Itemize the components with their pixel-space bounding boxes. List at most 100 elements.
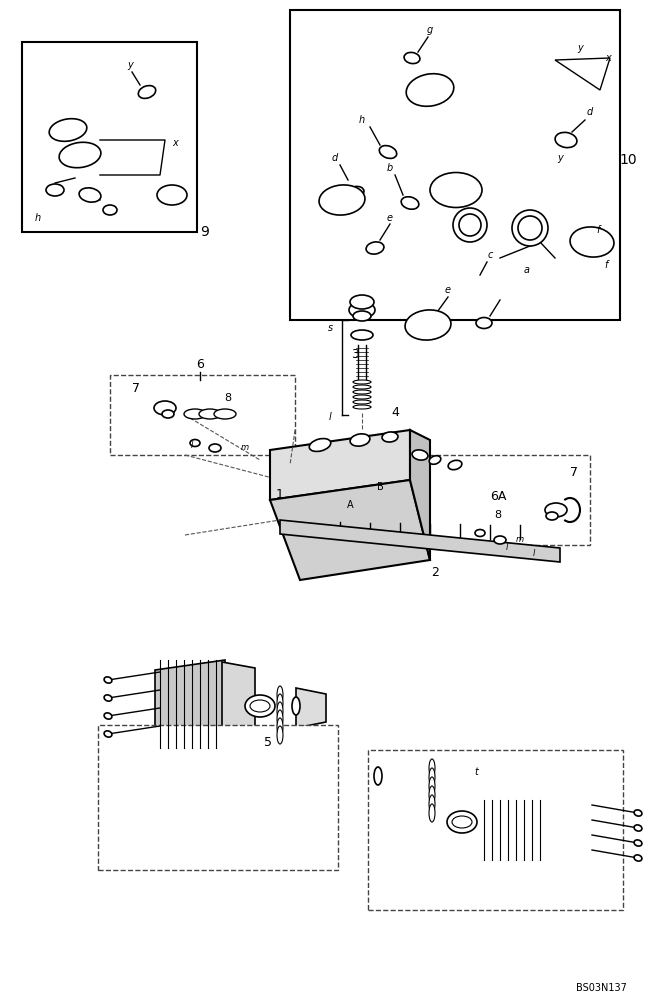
Text: f: f — [605, 260, 608, 270]
Ellipse shape — [570, 227, 614, 257]
Ellipse shape — [634, 825, 642, 831]
Ellipse shape — [49, 119, 87, 141]
Text: h: h — [359, 115, 365, 125]
Ellipse shape — [199, 409, 221, 419]
Text: 7: 7 — [132, 381, 140, 394]
Text: 5: 5 — [264, 736, 272, 748]
Polygon shape — [558, 794, 592, 868]
Ellipse shape — [104, 677, 112, 683]
Ellipse shape — [319, 185, 365, 215]
Ellipse shape — [214, 409, 236, 419]
Ellipse shape — [350, 434, 370, 446]
Text: 6: 6 — [196, 359, 204, 371]
Bar — [22, 42, 197, 232]
Ellipse shape — [353, 390, 371, 394]
Ellipse shape — [382, 432, 398, 442]
Polygon shape — [378, 758, 415, 800]
Text: b: b — [387, 163, 393, 173]
Ellipse shape — [546, 512, 558, 520]
Ellipse shape — [634, 840, 642, 846]
Polygon shape — [410, 430, 430, 560]
Ellipse shape — [406, 74, 454, 106]
Polygon shape — [270, 480, 430, 580]
Ellipse shape — [412, 450, 428, 460]
Ellipse shape — [184, 409, 206, 419]
Bar — [368, 750, 623, 910]
Ellipse shape — [138, 86, 156, 98]
Ellipse shape — [429, 759, 435, 777]
Ellipse shape — [453, 208, 487, 242]
Ellipse shape — [366, 242, 384, 254]
Ellipse shape — [292, 697, 300, 715]
Ellipse shape — [518, 216, 542, 240]
Ellipse shape — [429, 768, 435, 786]
Ellipse shape — [494, 536, 506, 544]
Ellipse shape — [277, 686, 283, 704]
Text: 10: 10 — [619, 153, 637, 167]
Text: l: l — [533, 548, 535, 558]
Ellipse shape — [104, 731, 112, 737]
Ellipse shape — [353, 400, 371, 404]
Text: 9: 9 — [201, 225, 209, 239]
Ellipse shape — [277, 726, 283, 744]
Text: y: y — [557, 153, 563, 163]
Ellipse shape — [429, 456, 441, 464]
Text: 4: 4 — [391, 406, 399, 418]
Text: B: B — [376, 482, 384, 492]
Text: 2: 2 — [431, 566, 439, 578]
Ellipse shape — [430, 172, 482, 208]
Ellipse shape — [429, 795, 435, 813]
Ellipse shape — [404, 52, 420, 64]
Ellipse shape — [245, 695, 275, 717]
Ellipse shape — [250, 700, 270, 712]
Ellipse shape — [512, 210, 548, 246]
Ellipse shape — [59, 142, 101, 168]
Ellipse shape — [555, 132, 577, 148]
Ellipse shape — [350, 295, 374, 309]
Text: a: a — [524, 265, 530, 275]
Ellipse shape — [209, 444, 221, 452]
Ellipse shape — [353, 385, 371, 389]
Ellipse shape — [277, 710, 283, 728]
Text: 8: 8 — [224, 393, 231, 403]
Ellipse shape — [104, 713, 112, 719]
Text: g: g — [427, 25, 433, 35]
Polygon shape — [280, 520, 560, 562]
Ellipse shape — [452, 816, 472, 828]
Polygon shape — [296, 688, 326, 728]
Text: s: s — [327, 323, 332, 333]
Ellipse shape — [405, 310, 451, 340]
Ellipse shape — [459, 214, 481, 236]
Text: y: y — [127, 60, 133, 70]
Ellipse shape — [348, 186, 364, 198]
Ellipse shape — [154, 401, 176, 415]
Ellipse shape — [429, 804, 435, 822]
Polygon shape — [222, 662, 255, 754]
Polygon shape — [155, 660, 225, 760]
Ellipse shape — [351, 330, 373, 340]
Ellipse shape — [447, 811, 477, 833]
Text: BS03N137: BS03N137 — [576, 983, 627, 993]
Text: 3: 3 — [351, 349, 359, 361]
Ellipse shape — [190, 440, 200, 446]
Ellipse shape — [353, 380, 371, 384]
Text: A: A — [347, 500, 353, 510]
Text: e: e — [445, 285, 451, 295]
Ellipse shape — [429, 786, 435, 804]
Ellipse shape — [349, 302, 375, 318]
Text: f: f — [596, 225, 599, 235]
Text: m: m — [241, 444, 249, 452]
Ellipse shape — [475, 530, 485, 536]
Ellipse shape — [545, 503, 567, 517]
Bar — [395, 455, 590, 545]
Text: d: d — [332, 153, 338, 163]
Ellipse shape — [353, 405, 371, 409]
Ellipse shape — [353, 395, 371, 399]
Ellipse shape — [448, 460, 462, 470]
Ellipse shape — [79, 188, 101, 202]
Text: 7: 7 — [570, 466, 578, 480]
Ellipse shape — [429, 777, 435, 795]
Text: m: m — [516, 536, 524, 544]
Text: l: l — [506, 542, 508, 552]
Text: d: d — [587, 107, 593, 117]
